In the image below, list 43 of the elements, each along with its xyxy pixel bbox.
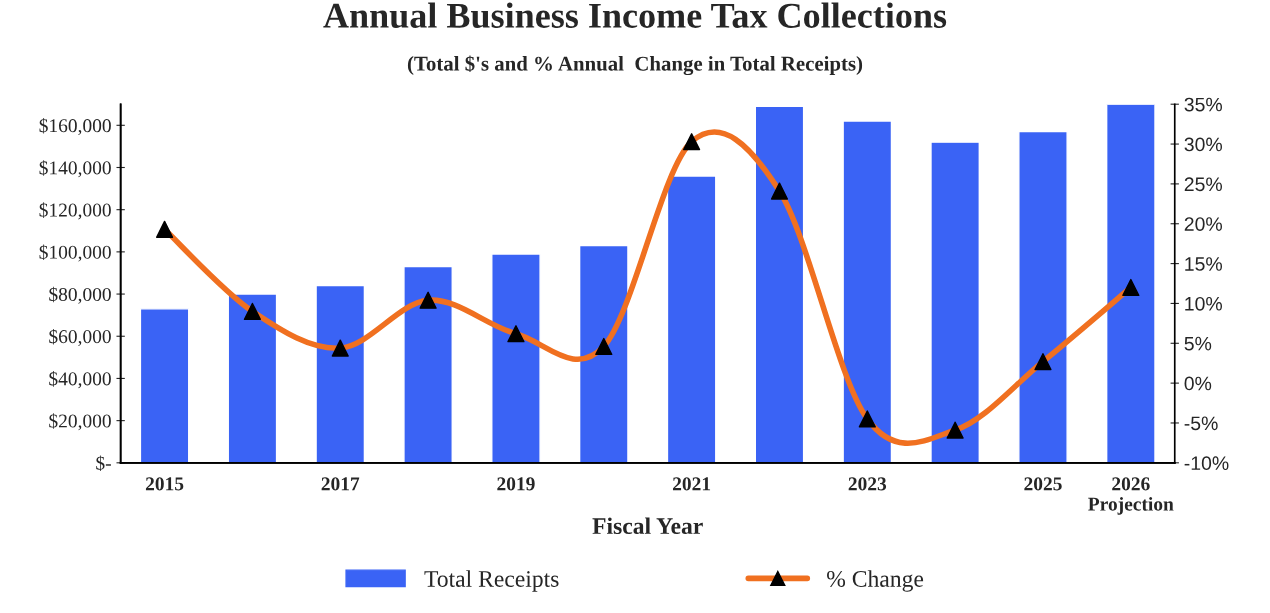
y-tick-label: $- — [96, 455, 111, 472]
x-tick-label: 2026 Projection — [1088, 477, 1174, 515]
y2-tick-label: -10% — [1184, 456, 1229, 471]
bar — [403, 265, 453, 463]
bar — [1018, 130, 1068, 463]
y-tick-label: $80,000 — [49, 286, 111, 304]
x-tick-label: 2025 — [1024, 477, 1062, 491]
y2-tick-label: 20% — [1184, 217, 1222, 231]
y2-tick-label: 30% — [1184, 137, 1222, 152]
y-tick-label: $140,000 — [39, 160, 111, 178]
bar — [1105, 104, 1156, 463]
y2-tick-label: 10% — [1185, 296, 1222, 311]
chart-title: Annual Business Income Tax Collections — [323, 2, 947, 29]
bar — [578, 244, 629, 463]
legend-label: % Change — [827, 570, 924, 592]
y2-tick-label: 15% — [1185, 257, 1222, 271]
bar — [754, 105, 805, 463]
bar — [315, 284, 366, 463]
bar — [666, 175, 717, 463]
y2-tick-label: 25% — [1184, 177, 1222, 192]
y-tick-label: $160,000 — [39, 117, 111, 136]
y2-tick-label: 0% — [1184, 376, 1212, 391]
y-tick-label: $40,000 — [49, 371, 111, 389]
x-axis-title: Fiscal Year — [592, 517, 703, 535]
bar — [842, 120, 893, 463]
x-tick-label: 2017 — [321, 477, 360, 491]
bar — [139, 308, 190, 463]
y-tick-label: $120,000 — [39, 202, 111, 220]
y2-tick-label: 35% — [1184, 97, 1222, 112]
y-tick-label: $60,000 — [49, 328, 111, 346]
legend-label: Total Receipts — [424, 570, 559, 592]
y2-tick-label: 5% — [1184, 336, 1212, 351]
y-tick-label: $20,000 — [49, 413, 111, 431]
chart-subtitle: (Total $'s and % Annual Change in Total Receipts) — [407, 55, 863, 76]
bar — [491, 253, 541, 463]
x-tick-label: 2019 — [497, 477, 535, 491]
bar — [227, 293, 278, 463]
x-tick-label: 2023 — [848, 477, 887, 491]
y2-tick-label: -5% — [1184, 416, 1218, 431]
bar — [930, 141, 980, 463]
x-tick-label: 2021 — [672, 477, 711, 491]
y-tick-label: $100,000 — [39, 244, 111, 262]
x-tick-label: 2015 — [145, 477, 184, 491]
